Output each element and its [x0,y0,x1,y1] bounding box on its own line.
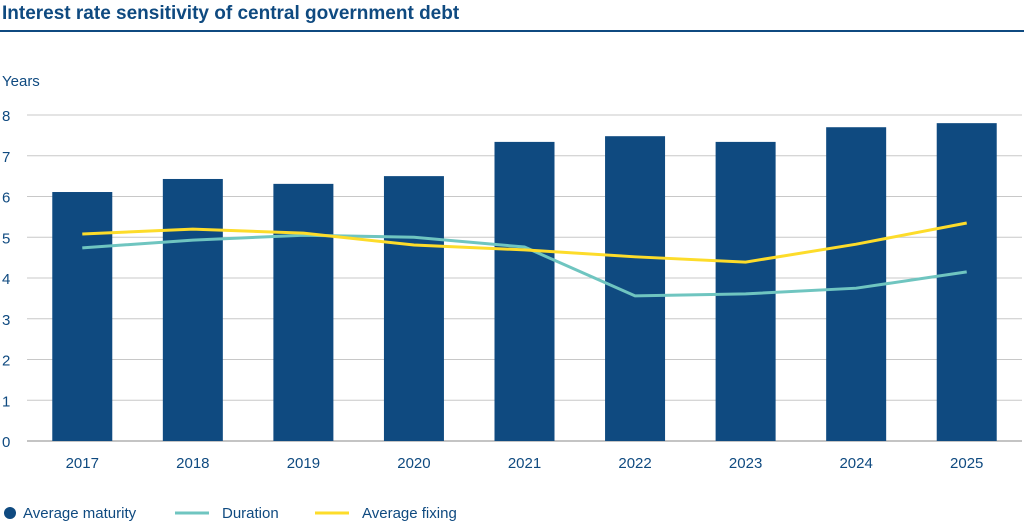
legend-label: Average fixing [362,505,457,522]
y-tick-label: 5 [2,230,10,247]
bar-2017 [52,192,113,441]
x-tick-label: 2025 [950,455,983,472]
x-tick-label: 2023 [729,455,762,472]
y-tick-label: 0 [2,434,10,451]
line-average-fixing [82,221,968,264]
line-duration [82,233,967,298]
chart-title: Interest rate sensitivity of central gov… [2,3,460,24]
x-tick-label: 2022 [618,455,651,472]
bar-2019 [273,183,334,441]
title-divider [0,30,1024,32]
x-tick-label: 2019 [287,455,320,472]
y-tick-label: 3 [2,312,10,329]
x-tick-label: 2020 [397,455,430,472]
y-tick-label: 8 [2,108,10,125]
y-tick-label: 6 [2,190,10,207]
x-tick-label: 2024 [839,455,872,472]
x-tick-label: 2017 [66,455,99,472]
bar-2021 [494,141,555,441]
legend-label: Duration [222,505,279,522]
x-tick-label: 2021 [508,455,541,472]
y-tick-label: 2 [2,353,10,370]
bar-2018 [162,178,223,442]
x-tick-label: 2018 [176,455,209,472]
y-axis-label: Years [2,73,40,90]
bar-2020 [383,176,444,441]
bar-2025 [936,123,997,442]
legend-label: Average maturity [23,505,137,522]
y-tick-label: 4 [2,271,10,288]
bar-2022 [605,136,666,441]
legend-marker [4,507,16,519]
y-tick-label: 7 [2,149,10,166]
y-tick-label: 1 [2,393,10,410]
